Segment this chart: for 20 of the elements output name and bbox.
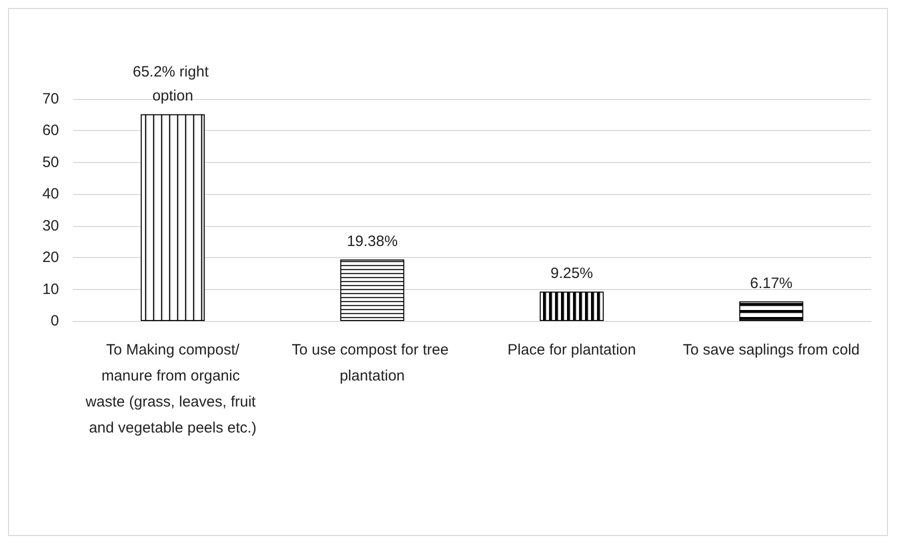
y-tick-label: 10 xyxy=(42,280,59,298)
y-tick-label: 20 xyxy=(42,249,59,266)
bar xyxy=(340,260,404,321)
data-label: 19.38% xyxy=(346,233,398,250)
data-label: 6.17% xyxy=(750,274,793,292)
bar xyxy=(739,301,804,321)
data-label: 65.2% right option xyxy=(132,64,213,105)
y-tick-label: 40 xyxy=(42,186,59,203)
x-tick-label: Place for plantation xyxy=(508,342,636,358)
y-tick-label: 60 xyxy=(42,122,59,140)
y-tick-label: 0 xyxy=(50,312,59,330)
y-tick-label: 30 xyxy=(42,217,59,234)
data-label: 9.25% xyxy=(550,265,594,282)
bar xyxy=(540,292,604,321)
bar xyxy=(140,114,205,321)
y-tick-label: 70 xyxy=(42,90,59,108)
x-tick-label: To save saplings from cold xyxy=(682,342,860,358)
y-tick-label: 50 xyxy=(42,154,59,171)
x-tick-label: To use compost for tree plantation xyxy=(292,342,453,384)
x-tick-label: To Making compost/manure from organic waste (grass, leaves, fruit and vegetable peels etc.) xyxy=(84,342,260,436)
